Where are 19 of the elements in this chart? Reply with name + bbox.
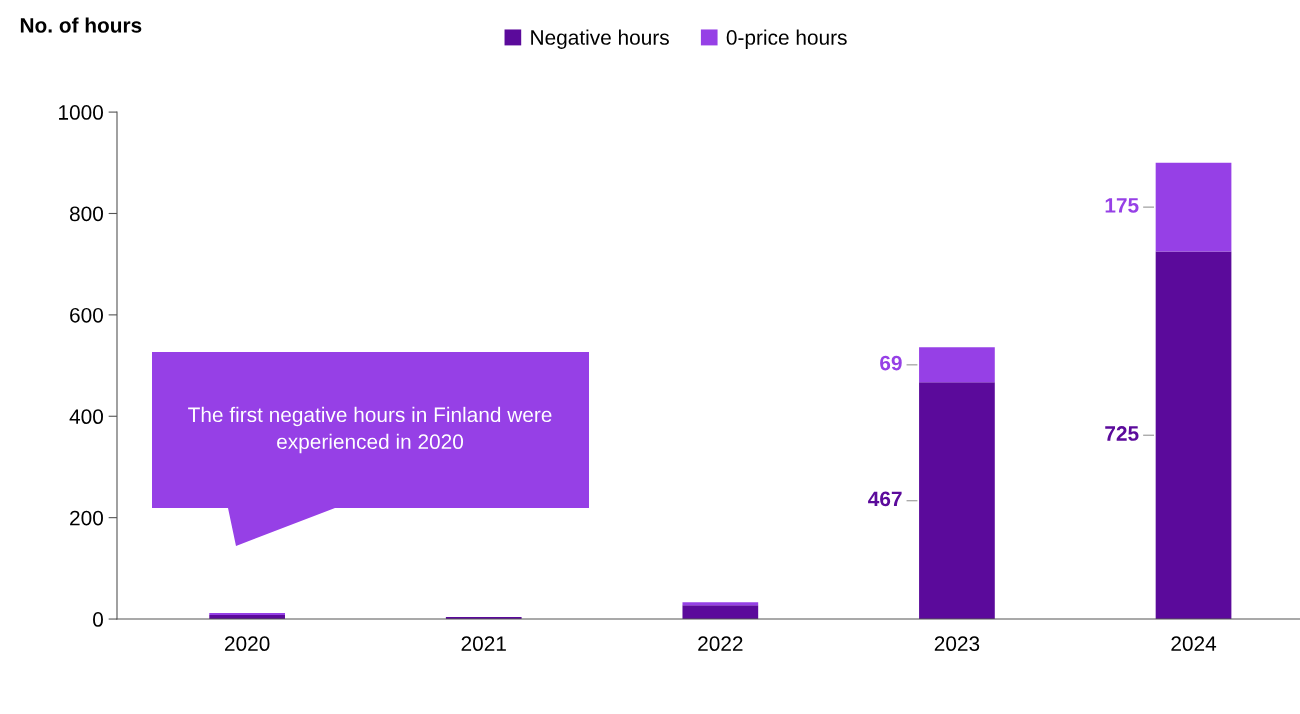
legend-label: 0-price hours bbox=[726, 29, 847, 49]
y-tick-label: 400 bbox=[69, 409, 103, 425]
data-label: 175 bbox=[1105, 198, 1139, 213]
x-tick-label: 2024 bbox=[1171, 636, 1217, 652]
x-tick-label: 2021 bbox=[461, 636, 506, 652]
y-tick-label: 800 bbox=[69, 206, 103, 222]
legend-label: Negative hours bbox=[531, 29, 669, 49]
x-tick-label: 2023 bbox=[934, 636, 980, 652]
data-label: 69 bbox=[880, 355, 902, 371]
annotation: The first negative hours in Finland were experienced in 2020 bbox=[188, 406, 552, 454]
y-tick-label: 1000 bbox=[59, 105, 103, 120]
y-tick-label: 200 bbox=[70, 510, 103, 526]
x-tick-label: 2022 bbox=[698, 636, 743, 652]
y-tick-label: 600 bbox=[70, 307, 103, 323]
x-tick-label: 2020 bbox=[225, 636, 270, 652]
data-label: 467 bbox=[868, 491, 902, 507]
y-tick-label: 0 bbox=[93, 612, 103, 627]
data-label: 725 bbox=[1105, 426, 1139, 441]
y-axis-title: No. of hours bbox=[20, 17, 142, 33]
